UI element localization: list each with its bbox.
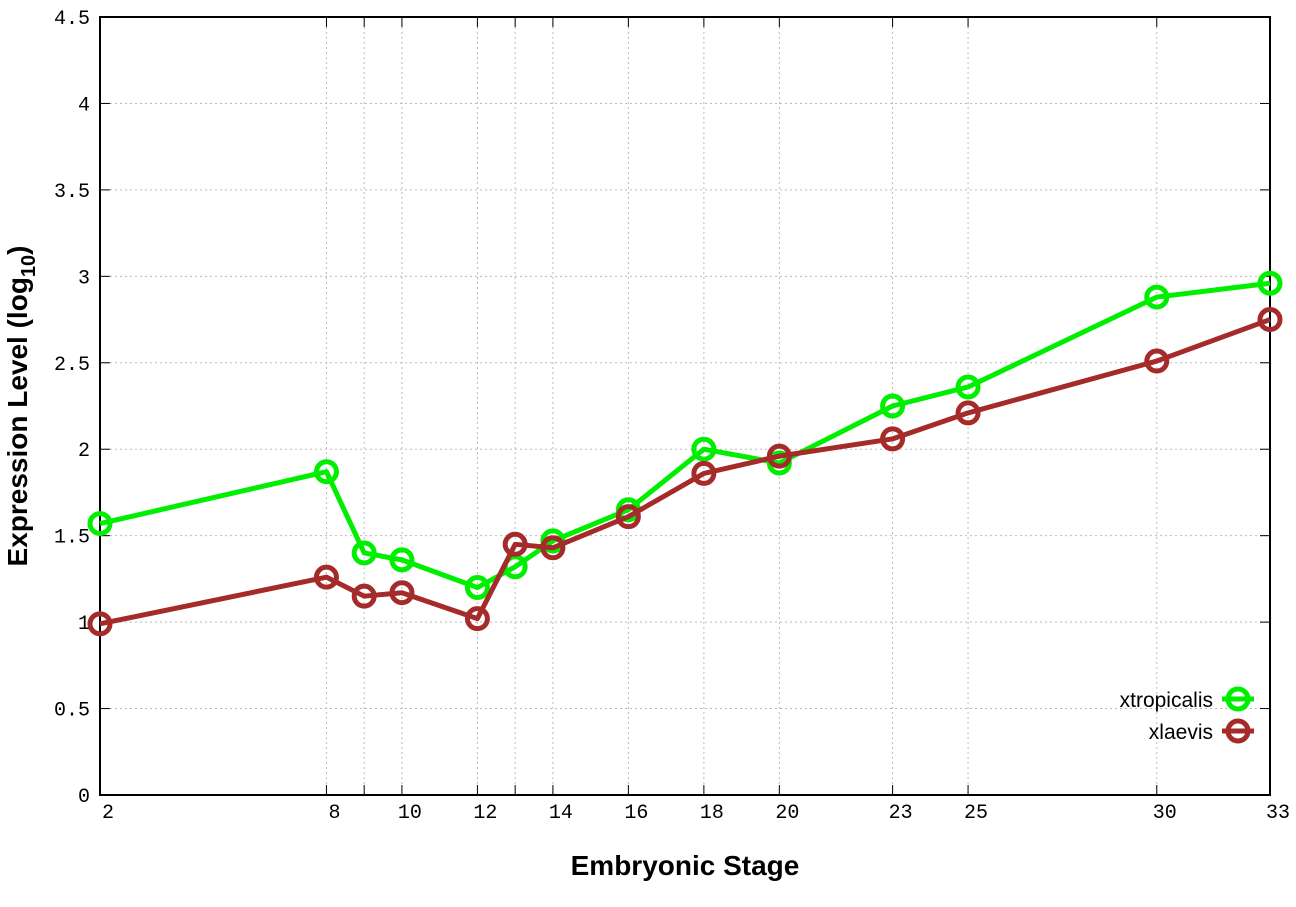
y-tick-label: 3 (78, 267, 90, 290)
data-point-xtropicalis (880, 393, 906, 419)
legend: xtropicalis xlaevis (1120, 686, 1254, 744)
data-point-xlaevis (880, 426, 906, 452)
data-point-xlaevis (87, 611, 113, 637)
legend-label-xlaevis: xlaevis (1149, 721, 1213, 744)
series-line-xlaevis (99, 317, 1271, 627)
y-tick-label: 1 (78, 613, 90, 636)
y-tick-label: 0.5 (54, 700, 90, 723)
data-point-xlaevis (615, 504, 641, 530)
x-tick-label: 23 (889, 802, 913, 825)
data-point-xlaevis (502, 531, 528, 557)
data-point-xtropicalis (955, 374, 981, 400)
data-point-xtropicalis (313, 459, 339, 485)
y-tick-label: 4 (78, 94, 90, 117)
y-tick-label: 4.5 (54, 8, 90, 31)
data-point-xtropicalis (87, 511, 113, 537)
data-point-xtropicalis (1257, 270, 1283, 296)
data-point-xlaevis (540, 535, 566, 561)
series-layer (87, 270, 1283, 637)
x-tick-label: 20 (775, 802, 799, 825)
y-tick-label: 0 (78, 786, 90, 809)
data-point-xtropicalis (464, 575, 490, 601)
legend-label-xtropicalis: xtropicalis (1120, 689, 1213, 712)
data-point-xlaevis (464, 606, 490, 632)
y-tick-label: 3.5 (54, 181, 90, 204)
data-point-xlaevis (389, 580, 415, 606)
data-point-xlaevis (766, 443, 792, 469)
data-point-xtropicalis (691, 436, 717, 462)
data-point-xtropicalis (1144, 284, 1170, 310)
y-tick-label: 2 (78, 440, 90, 463)
data-point-xlaevis (955, 400, 981, 426)
data-point-xlaevis (691, 460, 717, 486)
x-tick-label: 14 (549, 802, 573, 825)
x-tick-label: 16 (624, 802, 648, 825)
data-point-xlaevis (1257, 307, 1283, 333)
x-tick-label: 18 (700, 802, 724, 825)
x-tick-label: 8 (328, 802, 340, 825)
x-tick-label: 10 (398, 802, 422, 825)
y-tick-label: 2.5 (54, 354, 90, 377)
ticks: 2 8 10 12 14 16 18 20 23 25 30 33 0 0.5 1 1.5 2 2.5 3 3.5 4 4… (54, 8, 1290, 825)
x-tick-label: 12 (473, 802, 497, 825)
y-tick-label: 1.5 (54, 527, 90, 550)
data-point-xlaevis (351, 583, 377, 609)
x-tick-label: 25 (964, 802, 988, 825)
x-tick-label: 30 (1153, 802, 1177, 825)
series-line-xtropicalis (99, 280, 1271, 591)
x-tick-label: 33 (1266, 802, 1290, 825)
y-axis-label: Expression Level (log10) (2, 246, 40, 567)
grid (99, 16, 1271, 796)
data-point-xtropicalis (389, 547, 415, 573)
legend-marker-xlaevis (1225, 718, 1251, 744)
data-point-xtropicalis (351, 540, 377, 566)
data-point-xlaevis (313, 564, 339, 590)
data-point-xlaevis (1144, 348, 1170, 374)
x-axis-label: Embryonic Stage (571, 850, 800, 881)
x-tick-label: 2 (102, 802, 114, 825)
plot-border (99, 16, 1271, 796)
legend-marker-xtropicalis (1225, 686, 1251, 712)
